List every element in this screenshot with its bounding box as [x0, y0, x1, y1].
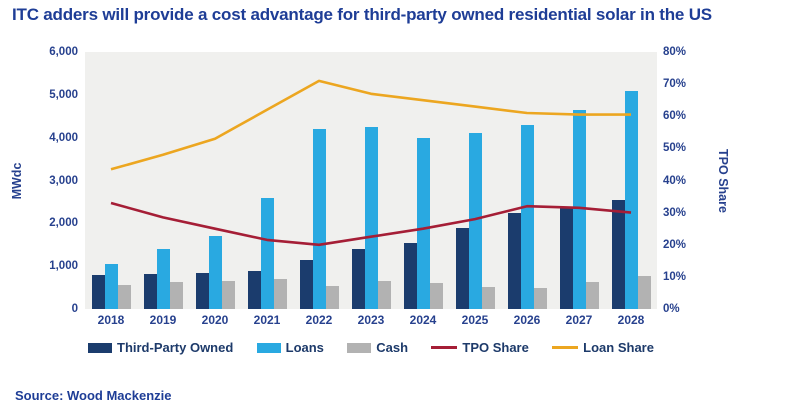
bar-group-2020	[189, 52, 241, 309]
bar-group-2023	[345, 52, 397, 309]
bar-cash	[273, 279, 287, 309]
bar-third-party-owned	[351, 249, 365, 309]
right-axis-tick-label: 40%	[663, 174, 687, 187]
left-axis-tick-label: 1,000	[49, 260, 78, 273]
legend-swatch-third-party-owned	[88, 342, 112, 353]
bar-loans	[260, 197, 274, 309]
bar-loans	[104, 264, 118, 309]
x-axis-year-label: 2019	[149, 313, 177, 327]
bar-third-party-owned	[299, 259, 313, 309]
right-axis-ticks: 80% 70% 60% 50% 40% 30% 20% 10% 0%	[663, 46, 723, 315]
bar-third-party-owned	[247, 270, 261, 309]
right-axis-tick-label: 10%	[663, 270, 687, 283]
chart-title: ITC adders will provide a cost advantage…	[12, 5, 712, 24]
bar-loans	[520, 124, 534, 309]
bar-group-2026	[501, 52, 553, 309]
chart-legend: Third-Party Owned Loans Cash TPO Share Loan …	[88, 340, 654, 355]
bar-groups-container	[85, 52, 657, 309]
legend-swatch-loans	[256, 342, 281, 353]
bar-group-2022	[293, 52, 345, 309]
right-axis-tick-label: 0%	[663, 303, 680, 315]
bar-group-2024	[397, 52, 449, 309]
left-axis-tick-label: 0	[71, 303, 78, 315]
bar-loans	[572, 109, 586, 309]
x-axis-year-label: 2027	[565, 313, 593, 327]
right-axis-tick-label: 30%	[663, 206, 687, 219]
bar-cash	[221, 280, 235, 309]
right-axis-tick-label: 60%	[663, 110, 687, 123]
source-attribution: Source: Wood Mackenzie	[15, 388, 172, 403]
x-axis-labels: 2018 2019 2020 2021 2022 2023 2024 2025 2026 2027…	[85, 313, 657, 327]
legend-swatch-tpo-share	[431, 346, 458, 349]
bar-group-2021	[241, 52, 293, 309]
left-axis-tick-label: 2,000	[49, 217, 78, 230]
right-axis-title-wrap: TPO Share	[706, 52, 740, 309]
bar-group-2019	[137, 52, 189, 309]
x-axis-year-label: 2020	[201, 313, 229, 327]
bar-third-party-owned	[611, 199, 625, 309]
bar-loans	[364, 127, 378, 309]
legend-label: Third-Party Owned	[117, 340, 234, 355]
bar-cash	[429, 283, 443, 309]
bar-cash	[637, 275, 651, 309]
bar-group-2018	[85, 52, 137, 309]
left-axis-tick-label: 3,000	[49, 174, 78, 187]
bar-group-2028	[605, 52, 657, 309]
bar-third-party-owned	[195, 273, 209, 309]
x-axis-year-label: 2021	[253, 313, 281, 327]
right-axis-tick-label: 70%	[663, 78, 687, 91]
bar-cash	[117, 285, 131, 309]
bar-loans	[468, 133, 482, 309]
legend-item-tpo-share: TPO Share	[431, 340, 529, 355]
legend-swatch-cash	[347, 342, 372, 353]
bar-third-party-owned	[143, 273, 157, 309]
bar-loans	[624, 90, 638, 309]
legend-item-cash: Cash	[347, 340, 408, 355]
x-axis-year-label: 2023	[357, 313, 385, 327]
bar-cash	[325, 286, 339, 309]
bar-loans	[416, 137, 430, 309]
left-axis-tick-label: 5,000	[49, 88, 78, 101]
right-axis-tick-label: 20%	[663, 238, 687, 251]
bar-loans	[208, 236, 222, 309]
x-axis-year-label: 2028	[617, 313, 645, 327]
bar-third-party-owned	[507, 212, 521, 309]
legend-label: TPO Share	[462, 340, 529, 355]
left-axis-tick-label: 4,000	[49, 131, 78, 144]
x-axis-year-label: 2026	[513, 313, 541, 327]
bar-cash	[533, 288, 547, 309]
legend-item-loans: Loans	[256, 340, 324, 355]
x-axis-year-label: 2018	[97, 313, 125, 327]
bar-third-party-owned	[91, 274, 105, 309]
bar-third-party-owned	[403, 242, 417, 309]
plot-area	[85, 52, 657, 309]
legend-label: Cash	[376, 340, 409, 355]
legend-label: Loan Share	[583, 340, 654, 355]
bar-third-party-owned	[455, 227, 469, 309]
bar-cash	[169, 282, 183, 309]
bar-cash	[585, 282, 599, 309]
legend-swatch-loan-share	[552, 346, 579, 349]
legend-item-third-party-owned: Third-Party Owned	[88, 340, 233, 355]
bar-loans	[312, 129, 326, 309]
x-axis-year-label: 2022	[305, 313, 333, 327]
left-axis-tick-label: 6,000	[49, 46, 78, 58]
right-axis-title: TPO Share	[716, 148, 730, 213]
x-axis-year-label: 2025	[461, 313, 489, 327]
left-axis-ticks: 6,000 5,000 4,000 3,000 2,000 1,000 0	[0, 46, 78, 315]
bar-loans	[156, 249, 170, 309]
bar-cash	[377, 281, 391, 309]
bar-third-party-owned	[559, 208, 573, 309]
bar-cash	[481, 286, 495, 309]
legend-label: Loans	[285, 340, 324, 355]
right-axis-tick-label: 50%	[663, 142, 687, 155]
right-axis-tick-label: 80%	[663, 46, 687, 58]
bar-group-2027	[553, 52, 605, 309]
legend-item-loan-share: Loan Share	[552, 340, 654, 355]
x-axis-year-label: 2024	[409, 313, 437, 327]
bar-group-2025	[449, 52, 501, 309]
